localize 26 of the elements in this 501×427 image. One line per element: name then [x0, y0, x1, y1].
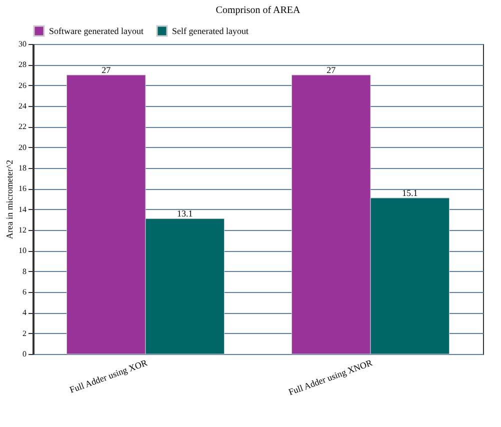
y-tick-label: 20	[18, 142, 26, 152]
y-tick-label: 6	[22, 288, 26, 296]
y-tick-label: 14	[18, 204, 26, 214]
x-tick-label: Full Adder using XNOR	[287, 358, 374, 398]
chart-title: Comprison of AREA	[216, 5, 301, 16]
y-tick-label: 24	[18, 102, 26, 110]
x-tick-label: Full Adder using XOR	[68, 358, 149, 395]
y-tick-label: 16	[18, 184, 26, 194]
data-label: 15.1	[402, 188, 418, 198]
y-axis-title: Area in micrometer^2	[4, 160, 14, 240]
legend-label: Self generated layout	[172, 26, 249, 36]
y-tick-label: 8	[22, 266, 26, 276]
y-tick-label: 12	[18, 226, 26, 234]
data-label: 27	[102, 65, 112, 75]
y-tick-label: 0	[22, 350, 26, 358]
data-label: 13.1	[177, 208, 193, 219]
y-tick-label: 18	[18, 164, 26, 172]
y-tick-label: 30	[18, 40, 26, 48]
y-tick-label: 2	[22, 328, 26, 338]
y-tick-label: 26	[18, 80, 26, 90]
y-tick-label: 28	[18, 60, 26, 70]
y-tick-label: 4	[22, 308, 26, 318]
data-label: 27	[326, 65, 336, 75]
y-tick-label: 22	[18, 122, 26, 132]
legend-label: Software generated layout	[49, 26, 144, 36]
y-tick-label: 10	[18, 246, 26, 256]
